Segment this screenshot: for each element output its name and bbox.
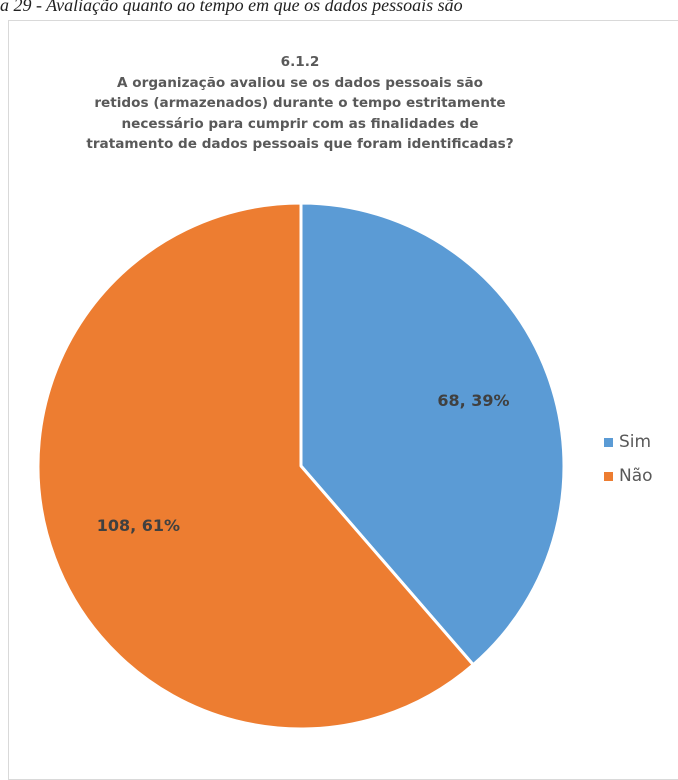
chart-title-line: 6.1.2 — [280, 54, 320, 70]
chart-title-line: A organização avaliou se os dados pessoa… — [117, 74, 483, 91]
pie-slice-nao — [36, 201, 475, 731]
chart-title-line: necessário para cumprir com as finalidad… — [121, 115, 479, 132]
data-label-nao: 108, 61% — [97, 516, 180, 535]
pie-slice-sim — [299, 201, 566, 667]
legend-item-nao: Não — [604, 464, 653, 488]
chart-legend: Sim Não — [604, 430, 653, 498]
chart-title: 6.1.2 A organização avaliou se os dados … — [40, 52, 560, 155]
legend-label-sim: Sim — [619, 432, 652, 452]
legend-item-sim: Sim — [604, 430, 653, 454]
data-label-sim: 68, 39% — [437, 391, 509, 410]
legend-swatch-nao — [604, 471, 613, 481]
chart-title-line: tratamento de dados pessoais que foram i… — [86, 136, 514, 152]
chart-title-line: retidos (armazenados) durante o tempo es… — [94, 95, 506, 111]
pie-chart: 68, 39% 108, 61% — [36, 201, 566, 731]
legend-label-nao: Não — [619, 466, 653, 486]
figure-caption: a 29 - Avaliação quanto ao tempo em que … — [0, 0, 463, 15]
legend-swatch-sim — [604, 437, 613, 447]
